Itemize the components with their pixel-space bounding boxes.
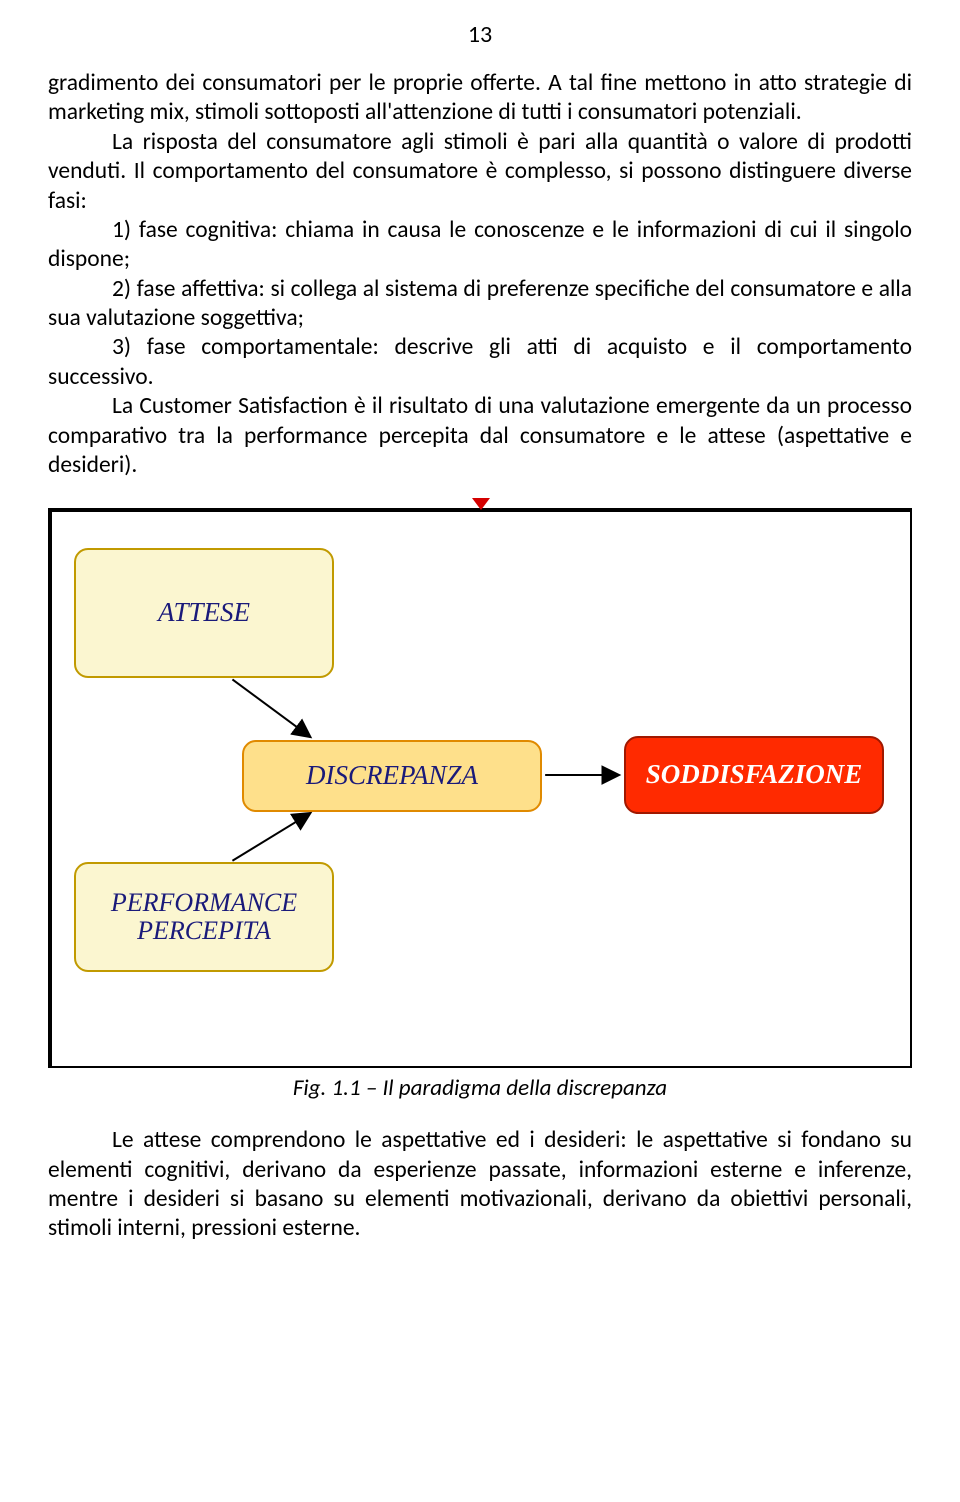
paragraph-3: La Customer Satisfaction è il risultato …: [48, 392, 912, 480]
edge-attese-discrepanza: [232, 680, 310, 738]
node-soddisfazione: SODDISFAZIONE: [624, 736, 884, 814]
figure-caption: Fig. 1.1 – Il paradigma della discrepanz…: [48, 1074, 912, 1102]
node-performance-label: PERFORMANCE PERCEPITA: [111, 889, 297, 946]
paragraph-4: Le attese comprendono le aspettative ed …: [48, 1126, 912, 1244]
diagram-discrepanza: ATTESE DISCREPANZA PERFORMANCE PERCEPITA…: [48, 508, 912, 1068]
node-attese: ATTESE: [74, 548, 334, 678]
edge-performance-discrepanza: [232, 813, 310, 861]
node-soddisfazione-label: SODDISFAZIONE: [646, 760, 863, 790]
node-performance: PERFORMANCE PERCEPITA: [74, 862, 334, 972]
list-item-3: 3) fase comportamentale: descrive gli at…: [48, 333, 912, 392]
page-number: 13: [48, 0, 912, 69]
node-discrepanza-label: DISCREPANZA: [306, 761, 478, 791]
list-item-2: 2) fase affettiva: si collega al sistema…: [48, 275, 912, 334]
body-text-block-1: gradimento dei consumatori per le propri…: [48, 69, 912, 480]
marker-triangle-icon: [472, 498, 490, 510]
node-discrepanza: DISCREPANZA: [242, 740, 542, 812]
paragraph-1: gradimento dei consumatori per le propri…: [48, 69, 912, 128]
list-item-1: 1) fase cognitiva: chiama in causa le co…: [48, 216, 912, 275]
node-attese-label: ATTESE: [158, 598, 250, 628]
body-text-block-2: Le attese comprendono le aspettative ed …: [48, 1126, 912, 1244]
paragraph-2: La risposta del consumatore agli stimoli…: [48, 128, 912, 216]
